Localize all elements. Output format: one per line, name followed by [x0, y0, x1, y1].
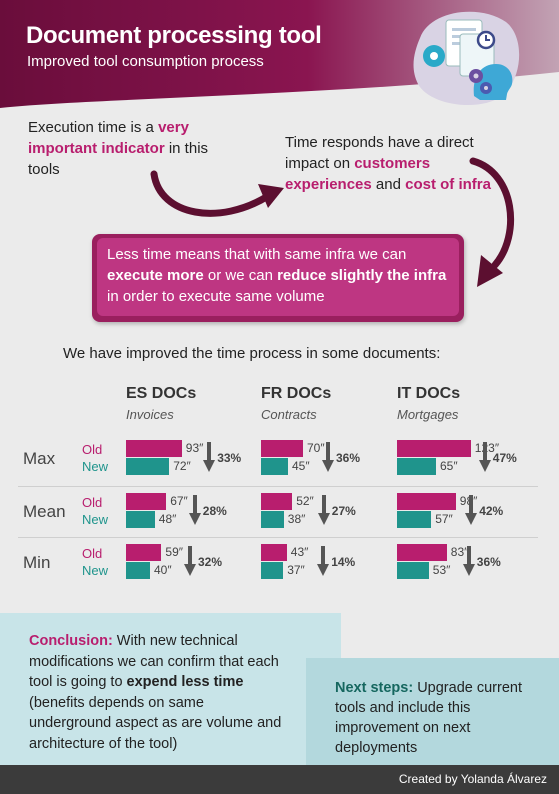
- decrease-arrow-icon: [322, 442, 334, 472]
- decrease-arrow-icon: [184, 546, 196, 576]
- new-time-bar: [261, 562, 284, 579]
- next-steps-panel: Next steps: Upgrade current tools and in…: [306, 658, 559, 765]
- improvement-percent: 42%: [479, 504, 504, 518]
- new-label: New: [82, 459, 109, 474]
- column-title: ES DOCs: [126, 385, 197, 402]
- page-subtitle: Improved tool consumption process: [27, 53, 264, 70]
- improvement-percent: 28%: [202, 504, 227, 518]
- column-subtitle: Invoices: [126, 407, 174, 422]
- footer-credit: Created by Yolanda Álvarez: [398, 772, 547, 786]
- old-time-bar: [261, 544, 287, 561]
- curved-arrow-icon: [150, 170, 284, 217]
- improvement-percent: 33%: [217, 451, 242, 465]
- new-time-value: 65″: [440, 459, 458, 473]
- decrease-arrow-icon: [203, 442, 216, 472]
- old-label: Old: [82, 442, 103, 457]
- new-time-value: 38″: [287, 512, 306, 526]
- old-time-value: 52″: [296, 494, 314, 508]
- column-title: FR DOCs: [261, 385, 332, 402]
- old-time-bar: [397, 440, 471, 457]
- intro-right-text: Time responds have a direct impact on cu…: [285, 134, 491, 193]
- new-time-value: 48″: [158, 512, 177, 526]
- improvement-percent: 36%: [336, 451, 361, 465]
- row-label: Max: [23, 449, 56, 468]
- improvement-percent: 32%: [198, 555, 223, 569]
- new-time-value: 45″: [292, 459, 310, 473]
- column-title: IT DOCs: [397, 385, 461, 402]
- old-label: Old: [82, 546, 103, 561]
- curved-arrow-down-icon: [469, 157, 515, 287]
- new-time-value: 57″: [435, 512, 453, 526]
- results-heading: We have improved the time process in som…: [63, 345, 441, 362]
- key-message-callout: Less time means that with same infra we …: [92, 234, 464, 322]
- new-time-value: 40″: [154, 563, 172, 577]
- old-time-value: 123″: [474, 441, 500, 455]
- new-time-value: 72″: [173, 459, 191, 473]
- new-time-bar: [397, 458, 436, 475]
- documents-gears-head-icon: [413, 11, 520, 106]
- row-divider: [18, 486, 538, 487]
- decrease-arrow-icon: [478, 442, 491, 472]
- decrease-arrow-icon: [465, 495, 478, 525]
- old-time-bar: [261, 493, 293, 510]
- old-time-value: 70″: [307, 441, 325, 455]
- new-time-bar: [126, 511, 155, 528]
- old-time-value: 67″: [170, 494, 188, 508]
- improvement-percent: 27%: [331, 504, 356, 518]
- old-label: Old: [82, 495, 103, 510]
- new-label: New: [82, 512, 109, 527]
- new-time-bar: [397, 511, 432, 528]
- conclusion-panel: Conclusion: With new technical modificat…: [0, 613, 341, 765]
- row-label: Mean: [23, 502, 66, 521]
- new-time-bar: [261, 458, 288, 475]
- new-time-value: 53″: [432, 563, 451, 577]
- old-time-bar: [126, 544, 162, 561]
- new-time-bar: [397, 562, 429, 579]
- decrease-arrow-icon: [317, 546, 330, 576]
- old-time-bar: [397, 493, 456, 510]
- decrease-arrow-icon: [188, 495, 201, 525]
- improvement-percent: 36%: [476, 555, 501, 569]
- old-time-bar: [126, 440, 182, 457]
- key-message-text: Less time means that with same infra we …: [97, 238, 459, 316]
- old-time-value: 59″: [165, 545, 183, 559]
- new-label: New: [82, 563, 109, 578]
- improvement-percent: 47%: [492, 451, 517, 465]
- decrease-arrow-icon: [317, 495, 330, 525]
- row-label: Min: [23, 553, 51, 572]
- conclusion-text: Conclusion: With new technical modificat…: [29, 633, 282, 752]
- footer-bar: Created by Yolanda Álvarez: [0, 765, 559, 794]
- new-time-bar: [261, 511, 284, 528]
- page-title: Document processing tool: [26, 22, 322, 49]
- old-time-value: 93″: [185, 441, 204, 455]
- old-time-bar: [397, 544, 447, 561]
- next-steps-text: Next steps: Upgrade current tools and in…: [335, 680, 522, 756]
- row-divider: [18, 537, 538, 538]
- new-time-bar: [126, 562, 150, 579]
- decrease-arrow-icon: [462, 546, 475, 576]
- improvement-percent: 14%: [331, 555, 356, 569]
- old-time-bar: [126, 493, 167, 510]
- intro-left-text: Execution time is a very important indic…: [28, 119, 209, 178]
- old-time-value: 43″: [290, 545, 309, 559]
- new-time-bar: [126, 458, 170, 475]
- new-time-value: 37″: [287, 563, 305, 577]
- column-subtitle: Mortgages: [397, 407, 459, 422]
- column-subtitle: Contracts: [261, 407, 317, 422]
- old-time-value: 83″: [450, 545, 469, 559]
- old-time-bar: [261, 440, 303, 457]
